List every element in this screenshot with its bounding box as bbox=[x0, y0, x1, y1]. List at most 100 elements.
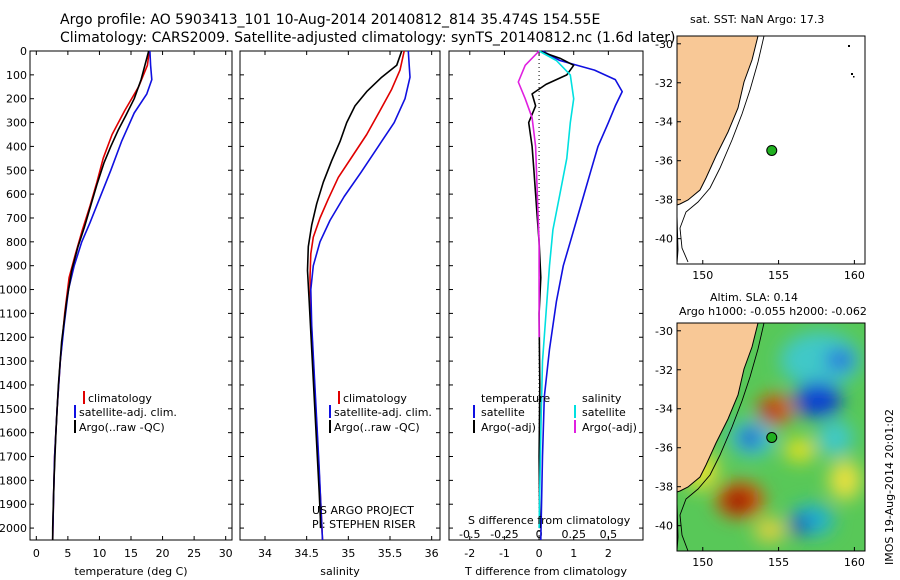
legend-s-argo: Argo(-adj) bbox=[582, 421, 637, 434]
salinity-plot: 34 34.5 35 35.5 36 bbox=[258, 50, 439, 560]
x-tick-label: 20 bbox=[156, 547, 170, 560]
depth-tick-label: 1100 bbox=[0, 307, 27, 320]
x-tick-label: 34 bbox=[258, 547, 272, 560]
x-tick-label: 35.5 bbox=[378, 547, 403, 560]
lat-tick-label: -34 bbox=[655, 403, 673, 416]
series-line bbox=[540, 50, 624, 541]
x-tick-label: -2 bbox=[464, 547, 475, 560]
x-tick-label: -1 bbox=[499, 547, 510, 560]
map2-title2: Argo h1000: -0.055 h2000: -0.062 bbox=[679, 305, 867, 318]
x-tick-label: 10 bbox=[92, 547, 106, 560]
lon-tick-label: 155 bbox=[768, 556, 789, 569]
x-tick-label: 25 bbox=[187, 547, 201, 560]
depth-tick-label: 1300 bbox=[0, 355, 27, 368]
series-line bbox=[538, 50, 575, 529]
depth-axis: 0 100 200 300 400 500 600 700 800 900 1000 1100 1200… bbox=[0, 45, 643, 535]
series-line bbox=[306, 50, 403, 529]
x-tick-label: 36 bbox=[425, 547, 439, 560]
legend-s-satellite: satellite bbox=[582, 406, 626, 419]
header-line2: Climatology: CARS2009. Satellite-adjuste… bbox=[60, 30, 675, 46]
top-tick-label: 0.25 bbox=[561, 528, 586, 541]
lat-tick-label: -30 bbox=[655, 325, 673, 338]
x-tick-label: 0 bbox=[33, 547, 40, 560]
map2-frame bbox=[676, 322, 866, 552]
depth-tick-label: 2000 bbox=[0, 522, 27, 535]
depth-tick-label: 1800 bbox=[0, 474, 27, 487]
pi-annotation: PI: STEPHEN RISER bbox=[312, 518, 416, 531]
series-line bbox=[517, 50, 540, 338]
x-tick-label: 0 bbox=[536, 547, 543, 560]
lat-tick-label: -34 bbox=[655, 116, 673, 129]
x-tick-label: 34.5 bbox=[294, 547, 319, 560]
depth-tick-label: 1400 bbox=[0, 379, 27, 392]
legend-t-argo: Argo(-adj) bbox=[481, 421, 536, 434]
legend-t-satellite: satellite bbox=[481, 406, 525, 419]
difference-legend: temperature satellite Argo(-adj) salinit… bbox=[468, 392, 637, 527]
series-line bbox=[527, 50, 575, 529]
series-line bbox=[309, 50, 405, 541]
top-tick-label: -0.25 bbox=[490, 528, 518, 541]
imos-label: IMOS 19-Aug-2014 20:01:02 bbox=[883, 409, 896, 565]
legend-salinity-title: salinity bbox=[582, 392, 622, 405]
series-line bbox=[309, 50, 411, 541]
lon-tick-label: 155 bbox=[768, 269, 789, 282]
lat-tick-label: -32 bbox=[655, 364, 673, 377]
legend-satellite: satellite-adj. clim. bbox=[334, 406, 432, 419]
temperature-plot: 0 5 10 15 20 25 30 bbox=[33, 50, 233, 560]
coastline-contour bbox=[679, 36, 765, 263]
map1-title: sat. SST: NaN Argo: 17.3 bbox=[690, 13, 824, 26]
temperature-panel bbox=[29, 50, 233, 541]
header-line1: Argo profile: AO 5903413_101 10-Aug-2014… bbox=[60, 12, 600, 28]
depth-tick-label: 300 bbox=[6, 117, 27, 130]
project-annotation: US ARGO PROJECT bbox=[312, 504, 414, 517]
temperature-legend: climatology satellite-adj. clim. Argo(..… bbox=[74, 391, 177, 434]
lon-tick-label: 150 bbox=[692, 556, 713, 569]
lon-tick-label: 150 bbox=[692, 269, 713, 282]
depth-tick-label: 1000 bbox=[0, 284, 27, 297]
legend-climatology: climatology bbox=[88, 392, 152, 405]
depth-tick-label: 200 bbox=[6, 93, 27, 106]
depth-tick-label: 500 bbox=[6, 164, 27, 177]
lat-tick-label: -30 bbox=[655, 38, 673, 51]
x-tick-label: 15 bbox=[124, 547, 138, 560]
depth-tick-label: 600 bbox=[6, 188, 27, 201]
salinity-xlabel: salinity bbox=[320, 565, 360, 578]
lat-tick-label: -38 bbox=[655, 481, 673, 494]
depth-tick-label: 1600 bbox=[0, 427, 27, 440]
lon-tick-label: 160 bbox=[844, 269, 865, 282]
top-tick-label: -0.5 bbox=[459, 528, 480, 541]
sla-map bbox=[677, 323, 865, 551]
difference-plot: -2 -1 0 1 2 -0.5 -0.25 0 0.25 0.5 bbox=[459, 50, 624, 560]
legend-argo: Argo(..raw -QC) bbox=[334, 421, 420, 434]
lat-tick-label: -36 bbox=[655, 155, 673, 168]
map2-title1: Altim. SLA: 0.14 bbox=[710, 291, 798, 304]
salinity-panel bbox=[239, 50, 441, 541]
map2-axes: 150 155 160 -30 -32 -34 -36 -38 -40 bbox=[655, 325, 865, 569]
depth-tick-label: 1200 bbox=[0, 331, 27, 344]
depth-tick-label: 1500 bbox=[0, 403, 27, 416]
legend-climatology: climatology bbox=[343, 392, 407, 405]
map1-frame bbox=[676, 35, 866, 265]
difference-xlabel: T difference from climatology bbox=[464, 565, 627, 578]
lat-tick-label: -38 bbox=[655, 194, 673, 207]
depth-tick-label: 400 bbox=[6, 140, 27, 153]
x-tick-label: 1 bbox=[570, 547, 577, 560]
map1-axes: 150 155 160 -30 -32 -34 -36 -38 -40 bbox=[655, 38, 865, 282]
depth-tick-label: 900 bbox=[6, 260, 27, 273]
depth-tick-label: 1900 bbox=[0, 498, 27, 511]
difference-panel bbox=[448, 50, 644, 541]
depth-tick-label: 1700 bbox=[0, 451, 27, 464]
lat-tick-label: -36 bbox=[655, 442, 673, 455]
x-tick-label: 35 bbox=[341, 547, 355, 560]
lat-tick-label: -40 bbox=[655, 233, 673, 246]
s-difference-label: S difference from climatology bbox=[468, 514, 631, 527]
x-tick-label: 30 bbox=[219, 547, 233, 560]
land-mass bbox=[677, 36, 759, 206]
lat-tick-label: -40 bbox=[655, 520, 673, 533]
legend-satellite: satellite-adj. clim. bbox=[79, 406, 177, 419]
lat-tick-label: -32 bbox=[655, 77, 673, 90]
salinity-legend: climatology satellite-adj. clim. Argo(..… bbox=[312, 391, 432, 531]
series-line bbox=[51, 50, 150, 540]
temperature-xlabel: temperature (deg C) bbox=[74, 565, 187, 578]
